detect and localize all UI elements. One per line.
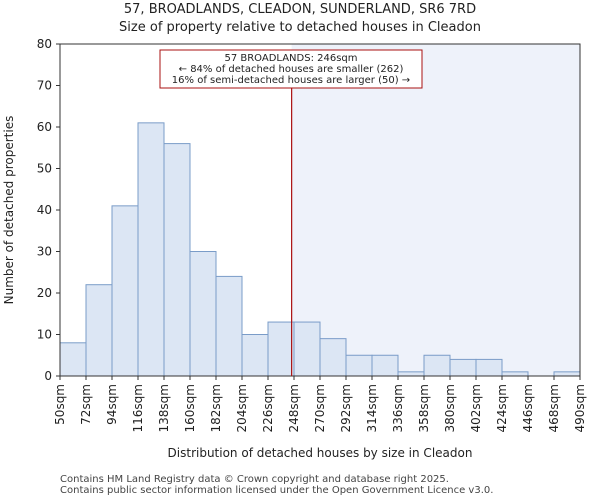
y-tick-label: 40 <box>37 203 52 217</box>
histogram-bar <box>553 371 581 377</box>
x-tick-label: 358sqm <box>417 384 431 432</box>
x-tick-label: 160sqm <box>183 384 197 432</box>
histogram-bar <box>85 284 113 377</box>
histogram-bar <box>449 358 477 377</box>
x-tick-label: 402sqm <box>469 384 483 432</box>
histogram-bar <box>267 321 295 377</box>
histogram-bar <box>371 354 399 377</box>
y-tick-label: 0 <box>44 369 52 383</box>
y-tick-label: 10 <box>37 328 52 342</box>
annotation-line-3: 16% of semi-detached houses are larger (… <box>172 75 410 86</box>
y-tick-label: 60 <box>37 120 52 134</box>
chart-title-address: 57, BROADLANDS, CLEADON, SUNDERLAND, SR6… <box>123 2 477 17</box>
x-tick-label: 204sqm <box>235 384 249 432</box>
x-tick-label: 446sqm <box>521 384 535 432</box>
x-tick-label: 314sqm <box>365 384 379 432</box>
annotation-line-2: ← 84% of detached houses are smaller (26… <box>179 64 404 75</box>
larger-region-shade <box>291 44 580 376</box>
y-tick-label: 30 <box>37 245 52 259</box>
annotation-line-1: 57 BROADLANDS: 246sqm <box>224 53 357 64</box>
chart-title: Size of property relative to detached ho… <box>119 20 481 35</box>
x-tick-label: 226sqm <box>261 384 275 432</box>
x-tick-label: 424sqm <box>495 384 509 432</box>
annotation-box <box>159 49 423 89</box>
histogram-bar <box>163 143 191 377</box>
histogram-bar <box>293 321 321 377</box>
histogram-bar <box>345 354 373 377</box>
x-tick-label: 336sqm <box>391 384 405 432</box>
y-tick-label: 50 <box>37 162 52 176</box>
x-tick-label: 490sqm <box>573 384 587 432</box>
x-tick-label: 468sqm <box>547 384 561 432</box>
histogram-bar <box>475 358 503 377</box>
x-tick-label: 270sqm <box>313 384 327 432</box>
histogram-bar <box>423 354 451 377</box>
x-tick-label: 380sqm <box>443 384 457 432</box>
y-axis-label: Number of detached properties <box>2 116 16 305</box>
histogram-bar <box>501 371 529 377</box>
footer-copyright: Contains HM Land Registry data © Crown c… <box>60 474 449 485</box>
histogram-bar <box>137 122 165 377</box>
histogram-bar <box>59 342 87 377</box>
footer-licence: Contains public sector information licen… <box>60 485 494 496</box>
x-tick-label: 72sqm <box>79 384 93 425</box>
x-tick-label: 138sqm <box>157 384 171 432</box>
y-tick-label: 20 <box>37 286 52 300</box>
x-tick-label: 50sqm <box>53 384 67 425</box>
x-tick-label: 116sqm <box>131 384 145 432</box>
x-tick-label: 248sqm <box>287 384 301 432</box>
y-tick-label: 70 <box>37 79 52 93</box>
histogram-bar <box>111 205 139 377</box>
y-tick-label: 80 <box>37 37 52 51</box>
histogram-bar <box>241 334 269 377</box>
histogram-bar <box>189 251 217 377</box>
x-tick-label: 94sqm <box>105 384 119 425</box>
x-tick-label: 292sqm <box>339 384 353 432</box>
histogram-bar <box>319 338 347 377</box>
histogram-bar <box>215 275 243 377</box>
x-tick-label: 182sqm <box>209 384 223 432</box>
x-axis-label: Distribution of detached houses by size … <box>168 446 473 460</box>
histogram-bar <box>397 371 425 377</box>
